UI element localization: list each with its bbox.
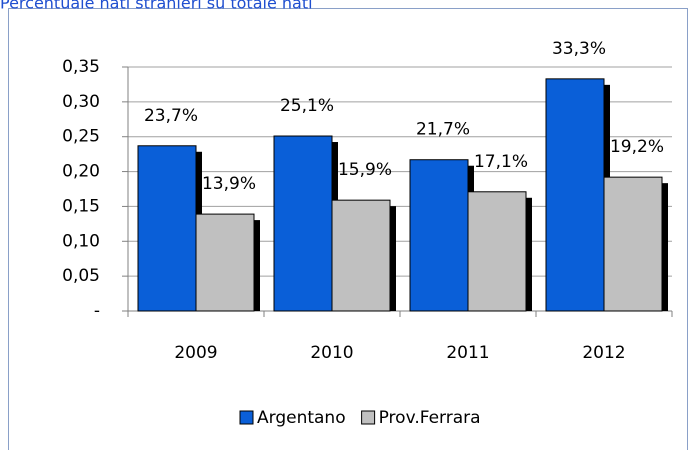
bar [467,191,527,312]
bar-shadow [526,197,532,311]
bar [545,78,605,312]
chart-frame [8,8,688,450]
data-label: 25,1% [280,96,334,116]
data-label: 21,7% [416,120,470,140]
x-tick-label: 2012 [582,343,625,363]
data-label: 33,3% [552,39,606,59]
data-label: 23,7% [144,106,198,126]
x-tick-label: 2011 [446,343,489,363]
chart-title: Percentuale nati stranieri su totale nat… [0,0,313,13]
bar [273,135,333,312]
bar [603,176,663,312]
bar-shadow [662,183,668,311]
y-tick-label: 0,35 [62,57,100,77]
y-tick-label: 0,20 [62,162,100,182]
y-tick-label: - [94,301,100,321]
legend-label: Argentano [257,408,346,428]
bar [331,199,391,312]
x-tick-label: 2009 [174,343,217,363]
data-label: 15,9% [338,160,392,180]
data-label: 19,2% [610,137,664,157]
legend-swatch [361,410,376,425]
legend-swatch [239,410,254,425]
y-tick-label: 0,30 [62,92,100,112]
legend-label: Prov.Ferrara [379,408,481,428]
bar [137,145,197,312]
y-tick-label: 0,15 [62,196,100,216]
bar-shadow [390,206,396,311]
bar [409,159,469,312]
y-tick-label: 0,10 [62,231,100,251]
y-tick-label: 0,25 [62,127,100,147]
data-label: 17,1% [474,152,528,172]
bar [195,213,255,312]
x-tick-label: 2010 [310,343,353,363]
data-label: 13,9% [202,174,256,194]
y-tick-label: 0,05 [62,266,100,286]
bar-shadow [254,220,260,311]
